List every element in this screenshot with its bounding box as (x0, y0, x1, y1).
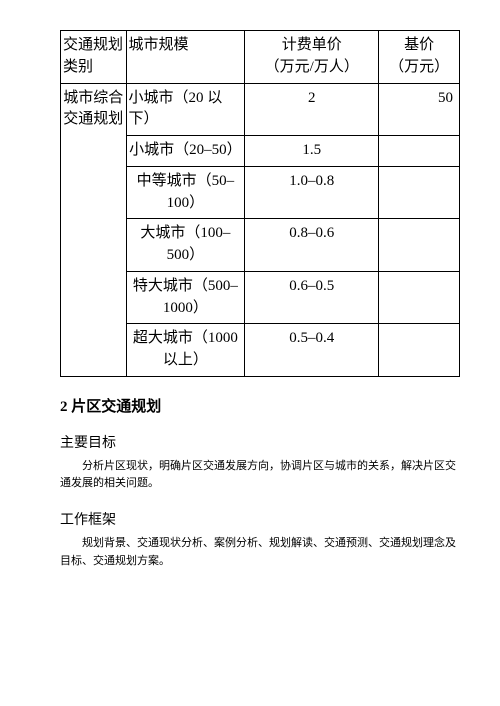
scale-cell: 大城市（100–500） (126, 219, 245, 272)
subsection-frame-title: 工作框架 (60, 509, 460, 529)
header-category: 交通规划类别 (61, 31, 127, 84)
price-cell: 0.8–0.6 (245, 219, 379, 272)
scale-cell: 特大城市（500–1000） (126, 271, 245, 324)
header-price: 计费单价 （万元/万人） (245, 31, 379, 84)
header-scale: 城市规模 (126, 31, 245, 84)
price-cell: 1.0–0.8 (245, 166, 379, 219)
price-cell: 2 (245, 83, 379, 136)
price-cell: 1.5 (245, 136, 379, 167)
section-heading: 2 片区交通规划 (60, 395, 460, 416)
subsection-goal-title: 主要目标 (60, 432, 460, 452)
section-title: 片区交通规划 (71, 398, 161, 415)
table-row: 城市综合交通规划 小城市（20 以下） 2 50 (61, 83, 460, 136)
scale-cell: 小城市（20–50） (126, 136, 245, 167)
scale-cell: 超大城市（1000 以上） (126, 324, 245, 377)
header-base: 基价 （万元） (379, 31, 460, 84)
header-base-line2: （万元） (389, 59, 449, 75)
price-cell: 0.6–0.5 (245, 271, 379, 324)
price-cell: 0.5–0.4 (245, 324, 379, 377)
section-number: 2 (60, 399, 68, 415)
header-base-line1: 基价 (404, 37, 434, 53)
document-page: 交通规划类别 城市规模 计费单价 （万元/万人） 基价 （万元） 城市综合交通规… (0, 0, 500, 594)
category-cell: 城市综合交通规划 (61, 83, 127, 376)
table-header-row: 交通规划类别 城市规模 计费单价 （万元/万人） 基价 （万元） (61, 31, 460, 84)
subsection-goal-text: 分析片区现状，明确片区交通发展方向，协调片区与城市的关系，解决片区交通发展的相关… (60, 458, 460, 493)
base-cell (379, 166, 460, 219)
base-cell (379, 136, 460, 167)
base-cell (379, 271, 460, 324)
scale-cell: 小城市（20 以下） (126, 83, 245, 136)
scale-cell: 中等城市（50–100） (126, 166, 245, 219)
pricing-table: 交通规划类别 城市规模 计费单价 （万元/万人） 基价 （万元） 城市综合交通规… (60, 30, 460, 377)
subsection-frame-text: 规划背景、交通现状分析、案例分析、规划解读、交通预测、交通规划理念及目标、交通规… (60, 535, 460, 570)
base-cell (379, 219, 460, 272)
base-cell: 50 (379, 83, 460, 136)
base-cell (379, 324, 460, 377)
header-price-line2: （万元/万人） (265, 59, 359, 75)
header-price-line1: 计费单价 (282, 37, 342, 53)
